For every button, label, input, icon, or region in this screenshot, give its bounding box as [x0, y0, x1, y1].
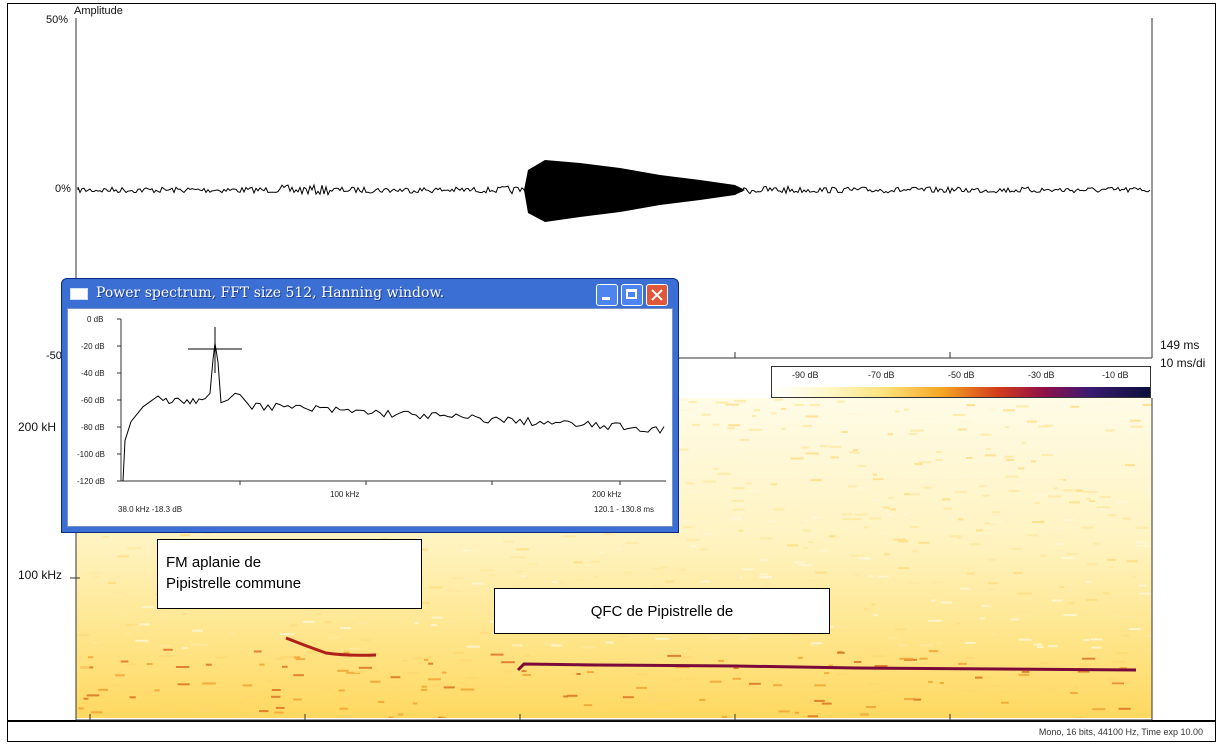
status-text: Mono, 16 bits, 44100 Hz, Time exp 10.00: [1038, 727, 1203, 737]
window-title: Power spectrum, FFT size 512, Hanning wi…: [96, 285, 445, 301]
spectrum-y-tick: -80 dB: [81, 423, 105, 432]
call-burst: [524, 160, 745, 222]
spectrum-y-tick: -40 dB: [81, 369, 105, 378]
fm-annotation-line: Pipistrelle commune: [166, 575, 302, 592]
status-bar: Mono, 16 bits, 44100 Hz, Time exp 10.00: [7, 721, 1216, 742]
close-button[interactable]: [646, 284, 668, 306]
db-colorbar: -90 dB -70 dB -50 dB -30 dB -10 dB: [771, 366, 1151, 398]
window-titlebar[interactable]: Power spectrum, FFT size 512, Hanning wi…: [68, 282, 672, 306]
qfc-annotation: QFC de Pipistrelle de: [494, 588, 830, 634]
cursor-readout: 38.0 kHz -18.3 dB: [118, 505, 183, 514]
amplitude-tick-50: 50%: [46, 14, 69, 26]
cursor-crosshair: [188, 327, 242, 373]
amplitude-label: Amplitude: [74, 5, 123, 17]
fm-annotation: FM aplanie de Pipistrelle commune: [157, 539, 422, 609]
power-spectrum-plot-area[interactable]: 0 dB -20 dB -40 dB -60 dB -80 dB -100 dB…: [67, 308, 673, 527]
spectrum-x-tick: 200 kHz: [592, 490, 622, 499]
colorbar-label: -30 dB: [1028, 370, 1055, 380]
time-range-readout: 120.1 - 130.8 ms: [594, 505, 655, 514]
power-spectrum-chart[interactable]: [68, 309, 672, 526]
spectrum-y-tick: 0 dB: [87, 315, 104, 324]
colorbar-label: -10 dB: [1102, 370, 1129, 380]
time-scale-label: 10 ms/di: [1160, 356, 1206, 370]
spectrum-y-tick: -100 dB: [77, 450, 106, 459]
qfc-call-trace: [516, 662, 1137, 672]
minimize-button[interactable]: [596, 284, 618, 306]
fm-call-trace: [285, 636, 377, 657]
fm-annotation-line: FM aplanie de: [166, 554, 262, 571]
freq-tick-200: 200 kH: [18, 420, 57, 434]
spectrum-y-tick: -60 dB: [81, 396, 105, 405]
colorbar-label: -50 dB: [948, 370, 975, 380]
amplitude-tick-0: 0%: [55, 183, 71, 195]
power-spectrum-window[interactable]: Power spectrum, FFT size 512, Hanning wi…: [61, 278, 679, 533]
spectrum-x-tick: 100 kHz: [330, 490, 360, 499]
colorbar-label: -90 dB: [792, 370, 819, 380]
colorbar-gradient: [772, 387, 1150, 397]
freq-tick-100: 100 kHz: [18, 568, 63, 582]
spectrum-y-tick: -20 dB: [81, 342, 105, 351]
window-icon: [70, 288, 88, 300]
spectrum-y-tick: -120 dB: [77, 477, 106, 486]
maximize-button[interactable]: [621, 284, 643, 306]
time-total-label: 149 ms: [1160, 338, 1200, 352]
power-spectrum-trace: [122, 343, 665, 482]
colorbar-label: -70 dB: [868, 370, 895, 380]
amplitude-tick-minus-50: -50: [46, 350, 62, 362]
